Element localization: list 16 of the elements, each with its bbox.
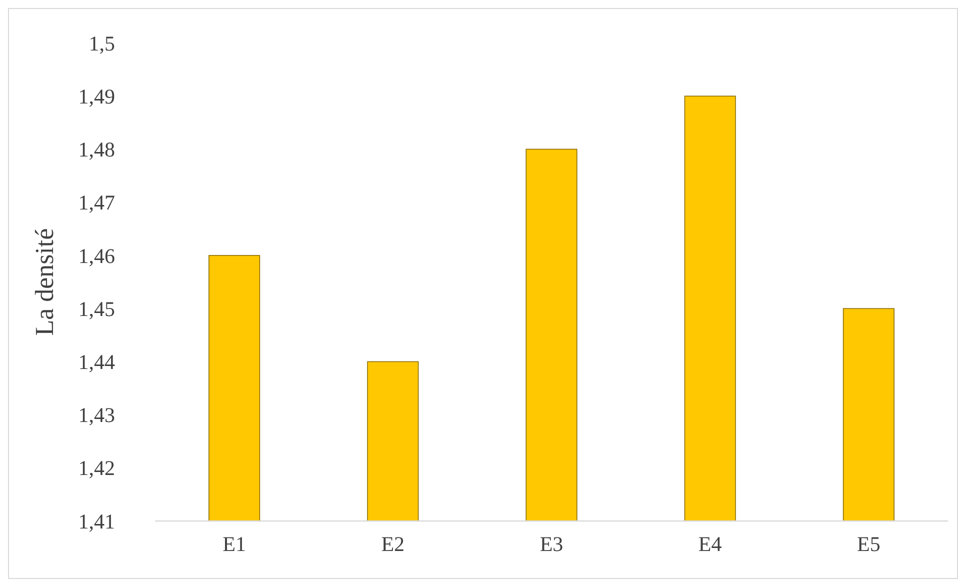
y-tick-label: 1,46 xyxy=(78,244,115,268)
y-tick-label: 1,42 xyxy=(78,456,115,480)
x-tick-label: E3 xyxy=(540,532,564,556)
y-tick-label: 1,49 xyxy=(78,84,115,108)
x-tick-label: E2 xyxy=(381,532,405,556)
x-tick-label: E4 xyxy=(698,532,722,556)
x-tick-label: E5 xyxy=(857,532,880,556)
y-tick-label: 1,5 xyxy=(88,31,115,56)
y-tick-label: 1,45 xyxy=(78,296,115,321)
y-tick-label: 1,44 xyxy=(78,350,116,374)
y-tick-label: 1,47 xyxy=(78,190,115,215)
y-axis-title: La densité xyxy=(30,228,59,336)
y-tick-label: 1,41 xyxy=(78,509,115,534)
x-tick-label: E1 xyxy=(222,532,246,556)
y-tick-label: 1,43 xyxy=(78,403,115,428)
y-tick-label: 1,48 xyxy=(78,138,115,162)
